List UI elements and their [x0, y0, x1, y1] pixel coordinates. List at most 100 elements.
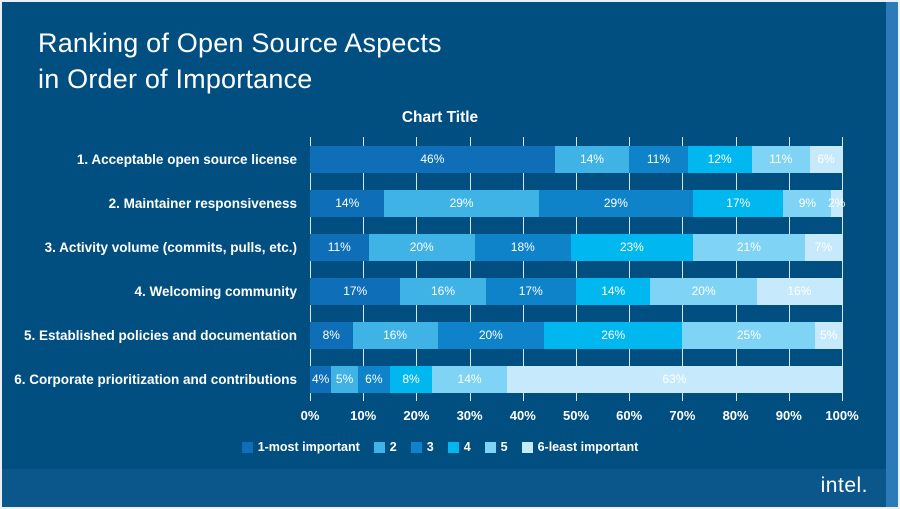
legend-item: 6-least important — [521, 440, 639, 455]
legend: 1-most important 2 3 4 5 6-least important — [34, 440, 846, 454]
gridline — [469, 137, 471, 402]
x-axis-tick-label: 100% — [825, 408, 859, 424]
plot-row: 1. Acceptable open source license 2. Main… — [14, 137, 846, 402]
category-label: 5. Established policies and documentatio… — [23, 327, 297, 343]
legend-label: 1-most important — [257, 440, 360, 455]
gridline — [735, 137, 737, 402]
legend-item: 1-most important — [241, 440, 360, 455]
page-title-line2: in Order of Importance — [38, 63, 313, 94]
bar-segment: 17% — [693, 189, 784, 217]
segment-value-label: 14% — [335, 196, 360, 211]
segment-value-label: 16% — [787, 284, 812, 299]
x-axis: 0% 10% 20% 30% 40% 50% 60% 70% 80% 90% 100% — [301, 408, 859, 426]
bar-segment: 6% — [357, 365, 390, 393]
bar-segment: 14% — [575, 277, 651, 305]
segment-value-label: 8% — [322, 328, 340, 343]
bar-segment: 12% — [687, 145, 752, 173]
bar-segment: 11% — [310, 233, 369, 261]
bar-segment: 11% — [629, 145, 688, 173]
bar-segment: 14% — [432, 365, 507, 393]
bar-row: 4% 5% 6% 8% 14% 63% — [310, 357, 842, 401]
legend-label: 6-least important — [537, 440, 639, 455]
segment-value-label: 16% — [383, 328, 408, 343]
segment-value-label: 5% — [819, 328, 838, 343]
gridline — [416, 137, 418, 402]
chart-title: Chart Title — [401, 109, 479, 127]
bar-row: 17% 16% 17% 14% 20% 16% — [310, 269, 842, 313]
x-axis-tick-label: 10% — [350, 408, 377, 424]
gridline — [842, 137, 843, 402]
segment-value-label: 2% — [827, 196, 846, 211]
bar-segment: 46% — [310, 145, 555, 173]
segment-value-label: 29% — [603, 196, 628, 211]
legend-swatch — [484, 441, 496, 453]
x-axis-tick-label: 20% — [403, 408, 430, 424]
segment-value-label: 20% — [409, 240, 434, 255]
bar-segment: 26% — [544, 321, 683, 349]
x-axis-tick-label: 50% — [562, 408, 590, 424]
bar-segment: 16% — [400, 277, 486, 305]
segment-value-label: 9% — [798, 196, 817, 211]
bar-segment: 4% — [310, 365, 332, 393]
segment-value-label: 11% — [327, 240, 351, 255]
bar-row: 46% 14% 11% 12% 11% 6% — [310, 137, 842, 181]
bar-segment: 63% — [506, 365, 842, 393]
segment-value-label: 29% — [449, 196, 474, 211]
segment-value-label: 14% — [579, 152, 604, 167]
bar-row: 8% 16% 20% 26% 25% 5% — [310, 313, 842, 357]
gridline — [522, 137, 524, 402]
footer-band — [2, 469, 886, 507]
bar-segment: 14% — [554, 145, 630, 173]
gridline — [576, 137, 577, 402]
gridline — [363, 137, 365, 402]
bar-segment: 7% — [804, 233, 842, 261]
legend-item: 5 — [484, 440, 508, 455]
segment-value-label: 23% — [619, 240, 644, 255]
category-label: 6. Corporate prioritization and contribu… — [14, 371, 297, 387]
bar-row: 11% 20% 18% 23% 21% 7% — [310, 225, 842, 269]
bar-rows: 46% 14% 11% 12% 11% 6% 14% 29% 29% 17% 9% 2% 11% 20% 1… — [310, 137, 846, 401]
bar-segment: 16% — [756, 277, 842, 305]
segment-value-label: 46% — [420, 152, 445, 167]
page-title-line1: Ranking of Open Source Aspects — [38, 28, 442, 58]
legend-swatch — [447, 441, 459, 453]
bar-segment: 20% — [368, 233, 475, 261]
bar-segment: 2% — [827, 189, 846, 217]
segment-value-label: 12% — [707, 152, 732, 167]
gridline — [310, 137, 311, 402]
legend-label: 2 — [389, 440, 397, 455]
segment-value-label: 11% — [769, 152, 793, 167]
bar-segment: 25% — [682, 321, 816, 349]
legend-label: 5 — [500, 440, 508, 455]
segment-value-label: 14% — [457, 372, 482, 387]
legend-swatch — [521, 441, 533, 453]
gridline — [788, 137, 790, 402]
bar-segment: 6% — [810, 145, 842, 173]
category-label: 1. Acceptable open source license — [76, 151, 297, 167]
category-label: 4. Welcoming community — [134, 283, 297, 299]
segment-value-label: 4% — [311, 372, 330, 387]
legend-swatch — [241, 441, 253, 453]
legend-item: 2 — [373, 440, 397, 455]
bar-segment: 9% — [783, 189, 832, 217]
legend-label: 4 — [463, 440, 471, 455]
category-label: 2. Maintainer responsiveness — [108, 195, 297, 211]
bar-row: 14% 29% 29% 17% 9% 2% — [310, 181, 846, 225]
intel-logo: intel. — [820, 474, 868, 497]
legend-item: 4 — [447, 440, 471, 455]
segment-value-label: 17% — [343, 284, 368, 299]
legend-swatch — [373, 441, 385, 453]
plot-area: 46% 14% 11% 12% 11% 6% 14% 29% 29% 17% 9% 2% 11% 20% 1… — [310, 137, 846, 402]
right-accent-strip — [886, 2, 898, 507]
segment-value-label: 26% — [601, 328, 626, 343]
x-axis-tick-label: 70% — [669, 408, 696, 424]
x-axis-tick-label: 40% — [509, 408, 536, 424]
segment-value-label: 63% — [662, 372, 687, 387]
bar-segment: 23% — [570, 233, 694, 261]
segment-value-label: 18% — [510, 240, 535, 255]
x-axis-tick-label: 90% — [775, 408, 802, 424]
segment-value-label: 17% — [518, 284, 543, 299]
bar-segment: 5% — [815, 321, 842, 349]
category-label: 3. Activity volume (commits, pulls, etc.… — [44, 239, 297, 255]
